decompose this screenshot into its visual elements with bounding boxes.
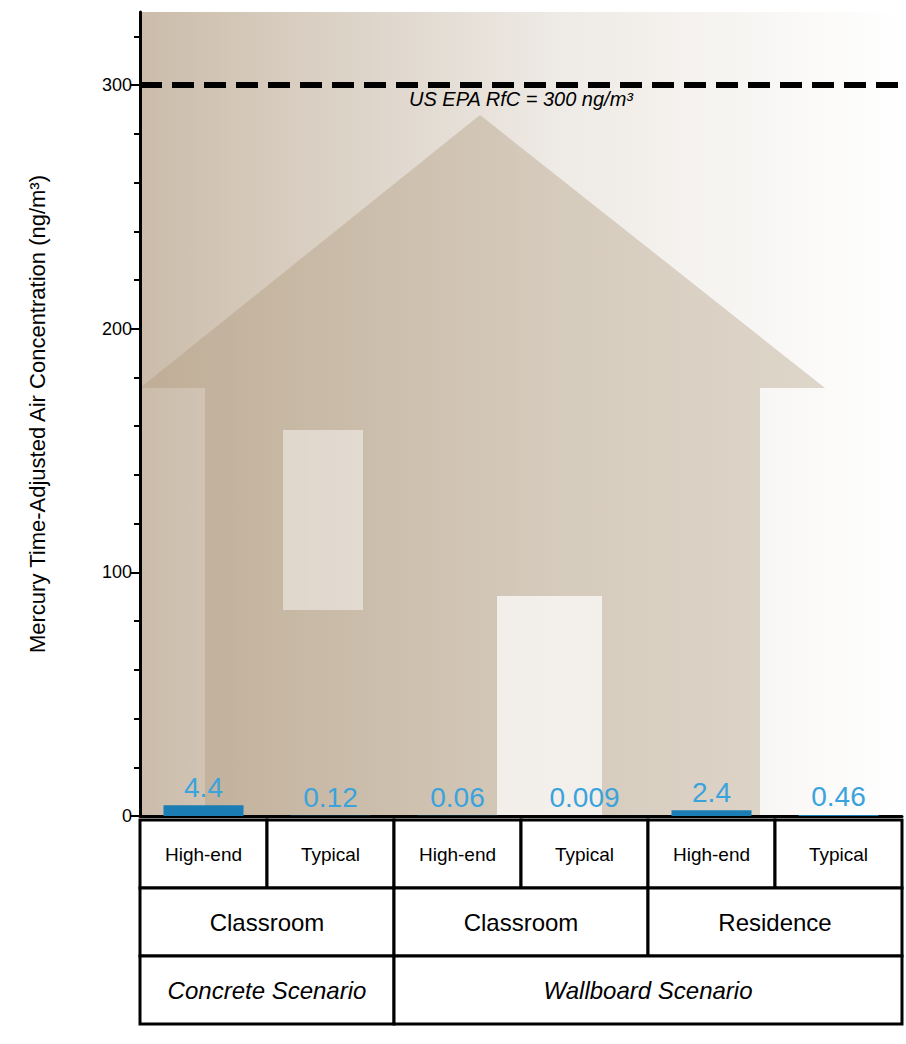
svg-text:High-end: High-end xyxy=(419,844,496,865)
svg-text:4.4: 4.4 xyxy=(184,772,223,803)
svg-text:Residence: Residence xyxy=(718,909,831,936)
svg-text:Mercury Time-Adjusted Air Conc: Mercury Time-Adjusted Air Concentration … xyxy=(25,175,50,653)
svg-text:0: 0 xyxy=(122,806,132,826)
svg-text:Wallboard Scenario: Wallboard Scenario xyxy=(543,977,752,1004)
svg-text:Concrete Scenario: Concrete Scenario xyxy=(168,977,367,1004)
svg-text:0.009: 0.009 xyxy=(549,782,619,813)
svg-text:US EPA RfC = 300 ng/m³: US EPA RfC = 300 ng/m³ xyxy=(409,88,634,110)
svg-text:0.46: 0.46 xyxy=(811,781,866,812)
svg-text:High-end: High-end xyxy=(673,844,750,865)
svg-text:300: 300 xyxy=(102,75,132,95)
svg-text:High-end: High-end xyxy=(165,844,242,865)
svg-text:2.4: 2.4 xyxy=(692,777,731,808)
svg-text:0.12: 0.12 xyxy=(303,782,358,813)
svg-text:Typical: Typical xyxy=(809,844,868,865)
svg-text:100: 100 xyxy=(102,562,132,582)
svg-text:0.06: 0.06 xyxy=(430,782,485,813)
svg-text:Classroom: Classroom xyxy=(210,909,325,936)
svg-text:Classroom: Classroom xyxy=(464,909,579,936)
svg-text:Typical: Typical xyxy=(301,844,360,865)
svg-text:200: 200 xyxy=(102,319,132,339)
svg-text:Typical: Typical xyxy=(555,844,614,865)
